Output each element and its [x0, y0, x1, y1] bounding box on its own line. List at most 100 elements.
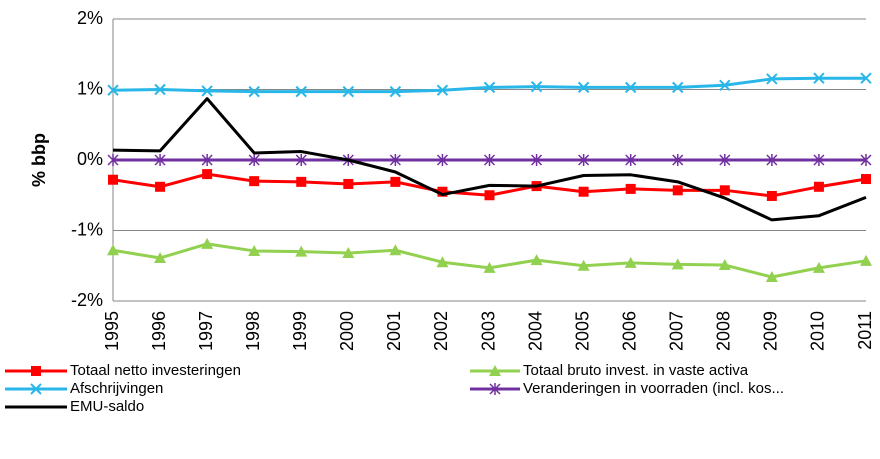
data-point: [812, 261, 825, 273]
legend-label: Totaal bruto invest. in vaste activa: [523, 362, 749, 379]
data-point: [249, 176, 260, 187]
x-tick-label: 2011: [855, 311, 875, 350]
x-tick-label: 2010: [808, 311, 828, 351]
y-axis-label: % bbp: [29, 133, 49, 187]
x-tick-label: 1997: [196, 311, 216, 351]
data-point: [719, 79, 731, 91]
data-point: [248, 154, 260, 166]
data-point: [531, 154, 543, 166]
x-tick-label: 1995: [102, 311, 122, 351]
legend-marker: [489, 365, 501, 376]
data-point: [577, 81, 590, 94]
data-point: [484, 190, 495, 201]
data-point: [813, 154, 825, 166]
data-point: [248, 244, 261, 256]
data-point: [860, 72, 872, 84]
data-point: [719, 185, 730, 196]
data-point: [671, 258, 684, 270]
data-point: [155, 181, 166, 192]
data-point: [296, 176, 307, 187]
data-point: [436, 154, 448, 166]
data-point: [624, 81, 637, 94]
y-tick-label: 0%: [77, 149, 103, 169]
data-point: [201, 85, 213, 97]
x-tick-label: 2001: [384, 311, 404, 351]
x-tick-label: 2007: [667, 311, 687, 351]
data-point: [483, 154, 496, 166]
legend-marker: [31, 366, 41, 376]
data-point: [154, 251, 167, 263]
data-point: [107, 84, 119, 96]
data-point: [577, 259, 590, 271]
data-point: [201, 154, 213, 166]
y-tick-label: 1%: [77, 78, 103, 98]
y-tick-label: 2%: [77, 8, 103, 28]
data-point: [530, 80, 543, 93]
data-point: [107, 244, 119, 256]
legend-label: Afschrijvingen: [70, 380, 163, 397]
data-point: [672, 185, 683, 196]
data-point: [201, 237, 214, 249]
data-point: [766, 154, 778, 166]
data-point: [295, 85, 307, 98]
data-point: [483, 81, 496, 94]
data-point: [202, 169, 213, 180]
x-tick-label: 1999: [290, 311, 310, 351]
legend-marker: [30, 383, 42, 395]
data-point: [578, 186, 589, 197]
data-point: [389, 154, 401, 166]
data-point: [295, 245, 308, 257]
data-point: [765, 271, 778, 283]
data-point: [342, 247, 355, 259]
x-tick-label: 2002: [431, 311, 451, 351]
data-point: [578, 154, 590, 166]
data-point: [766, 190, 777, 201]
data-point: [672, 154, 684, 166]
x-tick-label: 2006: [619, 311, 639, 351]
legend-label: EMU-saldo: [70, 398, 144, 415]
y-tick-label: -1%: [71, 219, 103, 239]
data-point: [389, 244, 402, 256]
legend-marker: [489, 383, 501, 395]
data-point: [861, 174, 871, 185]
data-point: [718, 259, 731, 271]
data-point: [108, 174, 118, 185]
y-tick-label: -2%: [71, 290, 103, 310]
data-point: [154, 83, 166, 96]
data-point: [672, 81, 684, 94]
data-point: [766, 73, 778, 85]
data-point: [295, 154, 307, 166]
data-point: [625, 154, 637, 166]
x-tick-label: 1998: [243, 311, 263, 351]
legend-label: Totaal netto investeringen: [70, 362, 241, 379]
x-tick-label: 2008: [714, 311, 734, 351]
data-point: [107, 154, 119, 166]
data-point: [483, 261, 496, 273]
data-point: [625, 183, 636, 194]
data-point: [860, 154, 872, 166]
x-tick-label: 2003: [478, 311, 498, 351]
data-point: [437, 186, 448, 197]
x-tick-label: 2009: [761, 311, 781, 351]
data-point: [530, 254, 543, 266]
data-point: [719, 154, 731, 166]
data-point: [436, 84, 449, 96]
data-point: [860, 254, 872, 266]
x-tick-label: 1996: [149, 311, 169, 351]
x-tick-label: 2004: [525, 311, 545, 351]
data-point: [389, 85, 402, 98]
data-point: [813, 181, 824, 192]
data-point: [436, 256, 449, 268]
data-point: [813, 72, 825, 84]
data-point: [343, 178, 354, 189]
series-line: [112, 97, 867, 222]
x-tick-label: 2005: [572, 311, 592, 351]
data-point: [248, 85, 260, 98]
legend-label: Veranderingen in voorraden (incl. kos...: [523, 380, 784, 397]
data-point: [342, 85, 355, 98]
data-point: [390, 176, 401, 187]
data-point: [624, 256, 637, 268]
data-point: [154, 154, 166, 166]
